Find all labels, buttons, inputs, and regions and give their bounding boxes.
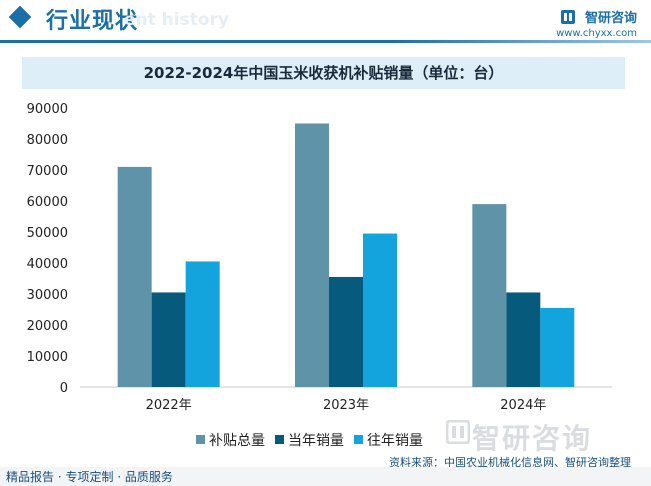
footer-bar bbox=[0, 467, 651, 486]
y-tick-label: 70000 bbox=[27, 164, 68, 179]
bar-1-1 bbox=[117, 166, 152, 387]
x-tick-label: 2022年 bbox=[146, 398, 192, 413]
y-tick-label: 90000 bbox=[27, 102, 68, 117]
watermark-logo-icon bbox=[446, 420, 470, 444]
brand-name: 智研咨询 bbox=[584, 11, 637, 26]
x-tick-label: 2023年 bbox=[323, 398, 369, 413]
diamond-icon bbox=[8, 5, 32, 29]
legend-item-1: 补贴总量 bbox=[196, 430, 265, 450]
legend-item-3: 往年销量 bbox=[354, 430, 423, 450]
y-tick-label: 40000 bbox=[27, 257, 68, 272]
bar-3-2 bbox=[363, 233, 397, 387]
legend-label: 当年销量 bbox=[288, 433, 344, 449]
y-tick-label: 0 bbox=[60, 381, 68, 396]
bar-2-3 bbox=[506, 292, 541, 387]
brand-url: www.chyxx.com bbox=[556, 28, 637, 39]
watermark-brand: 智研咨询 bbox=[472, 422, 593, 455]
legend-swatch bbox=[354, 435, 363, 444]
page-header: 行业现状 ent history 智研咨询 www.chyxx.com bbox=[0, 0, 651, 44]
bar-2-1 bbox=[151, 292, 186, 387]
legend-swatch bbox=[275, 435, 284, 444]
source-note: 资料来源：中国农业机械化信息网、智研咨询整理 bbox=[389, 456, 631, 469]
y-tick-label: 10000 bbox=[27, 350, 68, 365]
legend-label: 往年销量 bbox=[367, 433, 423, 449]
bar-1-3 bbox=[472, 204, 507, 387]
section-title: 行业现状 bbox=[46, 9, 139, 34]
footer-tagline: 精品报告 · 专项定制 · 品质服务 bbox=[6, 470, 173, 484]
legend-swatch bbox=[196, 435, 205, 444]
brand-logo-icon bbox=[560, 9, 575, 24]
y-tick-label: 50000 bbox=[27, 226, 68, 241]
y-tick-label: 20000 bbox=[27, 319, 68, 334]
chart-title: 2022-2024年中国玉米收获机补贴销量（单位：台） bbox=[143, 64, 504, 82]
y-tick-label: 80000 bbox=[27, 133, 68, 148]
bar-3-3 bbox=[540, 307, 575, 387]
y-tick-label: 60000 bbox=[27, 195, 68, 210]
header-divider bbox=[0, 40, 651, 43]
x-tick-label: 2024年 bbox=[500, 398, 546, 413]
legend-item-2: 当年销量 bbox=[275, 430, 344, 450]
bar-3-1 bbox=[185, 261, 220, 387]
y-tick-label: 30000 bbox=[27, 288, 68, 303]
header-ghost-text: ent history bbox=[124, 10, 229, 30]
bar-1-2 bbox=[295, 123, 329, 387]
brand: 智研咨询 www.chyxx.com bbox=[556, 6, 637, 39]
chart-title-band: 2022-2024年中国玉米收获机补贴销量（单位：台） bbox=[22, 57, 625, 89]
chart-legend: 补贴总量 当年销量 往年销量 bbox=[196, 430, 433, 450]
bar-2-2 bbox=[329, 276, 363, 387]
legend-label: 补贴总量 bbox=[209, 433, 265, 449]
bar-chart: 0 10000 20000 30000 40000 50000 60000 70000 8000… bbox=[27, 102, 612, 413]
